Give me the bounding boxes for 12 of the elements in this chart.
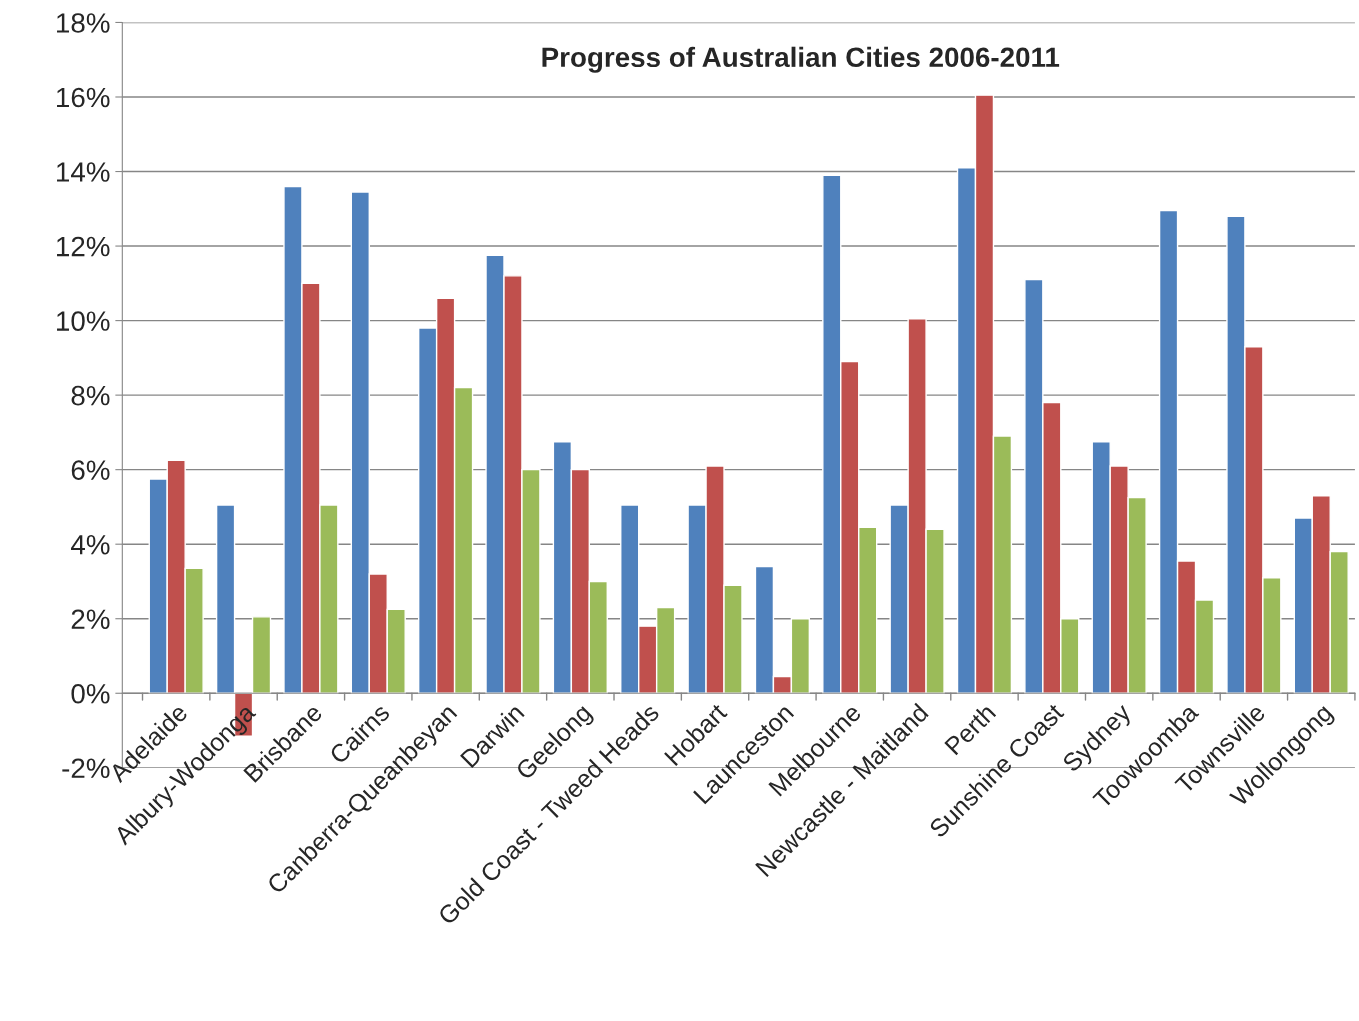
y-tick-label: 16% xyxy=(57,87,110,108)
y-tick-label: 12% xyxy=(57,236,110,257)
y-tick-label: 2% xyxy=(71,609,110,629)
text: Progress of Australian Cities 2006-2011 xyxy=(542,46,1060,73)
y-tick-label: 14% xyxy=(57,162,110,182)
y-tick-label: 6% xyxy=(71,460,110,480)
y-tick-label: 10% xyxy=(57,311,110,331)
y-tick-label: 8% xyxy=(71,385,110,406)
y-tick-label: 0% xyxy=(71,683,110,704)
y-tick-label: -2% xyxy=(62,758,110,779)
y-tick-label: 4% xyxy=(70,534,110,555)
y-tick-label: 18% xyxy=(57,13,110,33)
